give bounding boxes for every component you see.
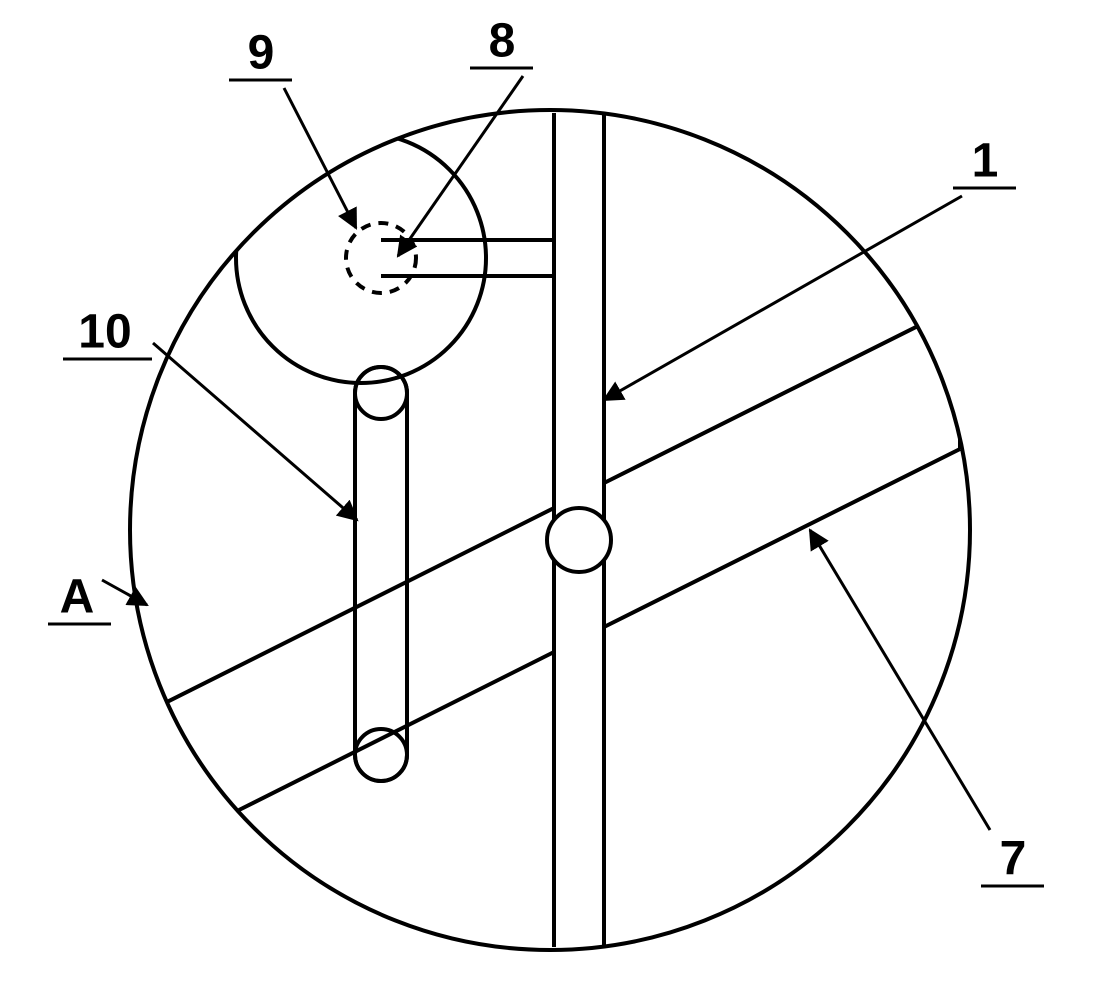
- label-10: 10: [78, 306, 131, 359]
- part-10-rod-pin-top: [355, 367, 407, 419]
- leader-10: [153, 343, 357, 520]
- center-pivot-circle: [547, 508, 611, 572]
- leader-1: [604, 196, 962, 400]
- part-7-bar-0-edge-a: [129, 508, 554, 721]
- label-8: 8: [489, 15, 516, 68]
- part-9-cam-disc: [236, 133, 486, 383]
- part-7-bar-0-edge-b: [239, 652, 554, 810]
- leader-8: [398, 76, 523, 256]
- part-8-cam-shaft: [346, 223, 416, 293]
- leader-7: [810, 530, 990, 830]
- leader-A: [102, 580, 147, 605]
- label-1: 1: [972, 135, 999, 188]
- label-A: A: [60, 571, 95, 624]
- leader-9: [284, 88, 356, 228]
- label-7: 7: [1000, 833, 1027, 886]
- part-10-rod-cap-bot: [355, 755, 407, 781]
- part-7-bar-1-edge-a: [604, 305, 960, 483]
- label-9: 9: [248, 27, 275, 80]
- part-7-bar-1-edge-b: [604, 449, 960, 627]
